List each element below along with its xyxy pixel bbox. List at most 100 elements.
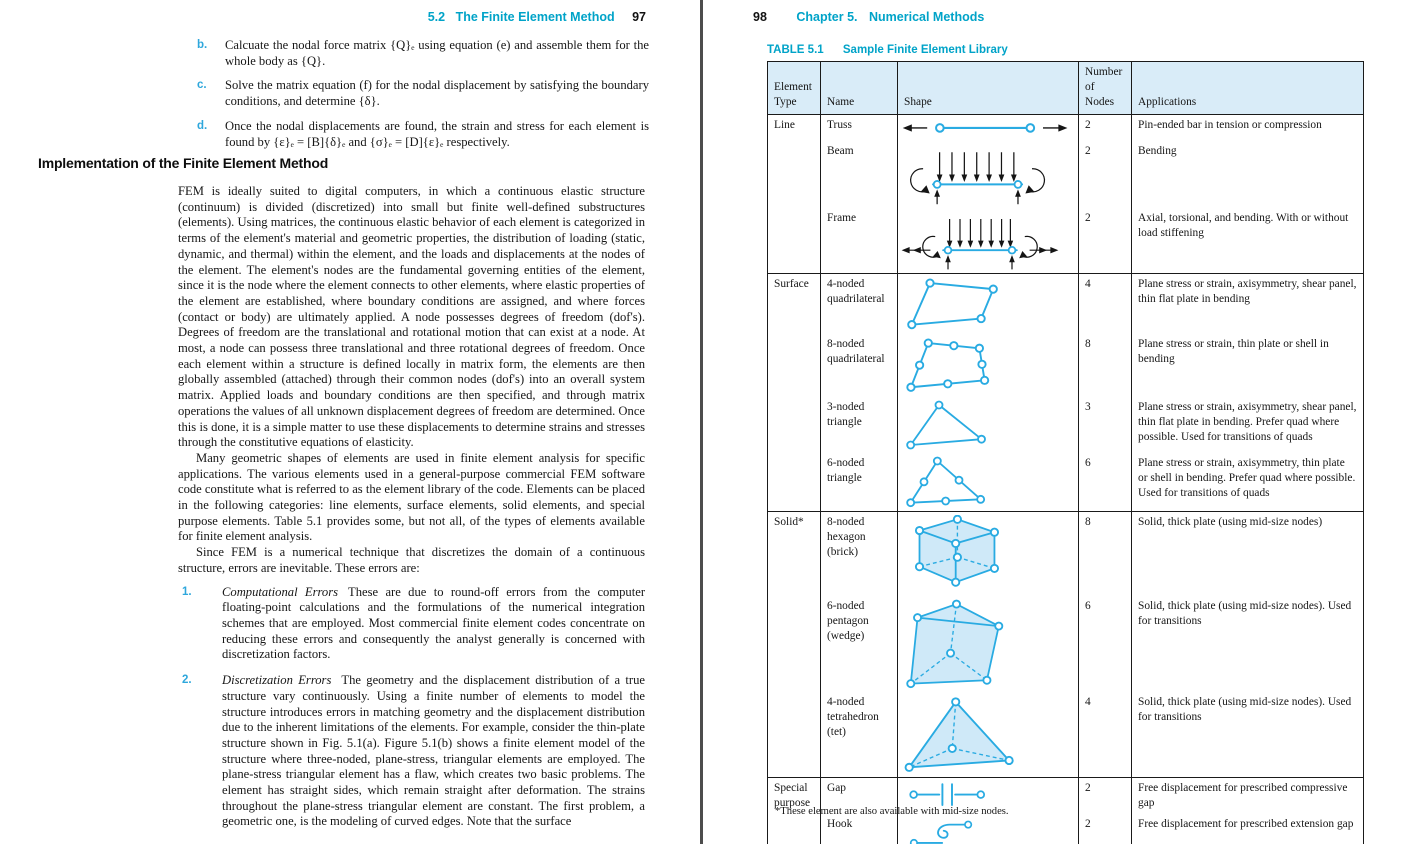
shape-cell [897, 510, 1079, 597]
table-header-row: Element Type Name Shape Number of Nodes … [767, 61, 1364, 116]
numbered-item-marker: 1. [182, 585, 192, 598]
numbered-item-text: The geometry and the displacement distri… [222, 673, 646, 829]
name-cell: 6-noded triangle [820, 453, 898, 512]
shape-cell [897, 397, 1079, 454]
applications-cell: Bending [1131, 141, 1364, 209]
applications-cell: Plane stress or strain, axisymmetry, she… [1131, 273, 1364, 334]
nodes-cell: 2 [1078, 814, 1132, 844]
col-header-applications: Applications [1131, 61, 1364, 116]
tri3-shape-icon [906, 400, 986, 450]
name-cell: Gap [820, 777, 898, 815]
applications-cell: Plane stress or strain, axisymmetry, thi… [1131, 453, 1364, 512]
page-number-left: 97 [632, 10, 646, 24]
table-row: 6-noded pentagon (wedge) [768, 596, 1364, 693]
page-gutter-divider [700, 0, 703, 844]
list-item-text: Calcuate the nodal force matrix {Q}ₑ usi… [225, 38, 649, 68]
list-item-text: Once the nodal displacements are found, … [225, 118, 649, 149]
element-type-cell: Solid* [767, 510, 821, 778]
applications-cell: Plane stress or strain, thin plate or sh… [1131, 334, 1364, 398]
list-item: c. Solve the matrix equation (f) for the… [197, 78, 649, 109]
brick-shape-icon [914, 514, 1000, 587]
table-caption: TABLE 5.1 Sample Finite Element Library [767, 44, 1008, 56]
name-cell: 8-noded quadrilateral [820, 334, 898, 398]
nodes-cell: 6 [1078, 453, 1132, 512]
beam-shape-icon [910, 152, 1046, 205]
frame-shape-icon [901, 219, 1059, 270]
running-head-right: 98 Chapter 5. Numerical Methods [753, 10, 984, 24]
nodes-cell: 2 [1078, 208, 1132, 274]
numbered-item-lead: Discretization Errors [222, 673, 332, 688]
list-item: d. Once the nodal displacements are foun… [197, 119, 649, 150]
name-cell: 8-noded hexagon (brick) [820, 510, 898, 597]
name-cell: 4-noded tetrahedron (tet) [820, 692, 898, 778]
quad4-shape-icon [907, 278, 998, 330]
table-row: Hook 2 Free displacement for prescribed … [768, 814, 1364, 844]
applications-cell: Solid, thick plate (using mid-size nodes… [1131, 596, 1364, 693]
col-header-shape: Shape [897, 61, 1079, 116]
paragraph: Since FEM is a numerical technique that … [178, 545, 645, 575]
table-row: Frame [768, 208, 1364, 274]
numbered-item-marker: 2. [182, 674, 192, 687]
chapter-label: Chapter 5. [796, 10, 858, 24]
nodes-cell: 4 [1078, 692, 1132, 778]
table-row: Surface 4-noded quadrilateral 4 Plane st… [767, 273, 1364, 512]
table-row: 8-noded quadrilateral 8 Plane stress or … [768, 334, 1364, 398]
tri6-shape-icon [906, 456, 986, 508]
section-heading: Implementation of the Finite Element Met… [38, 155, 329, 171]
numbered-item: 2. Discretization Errors The geometry and… [178, 673, 645, 830]
applications-cell: Free displacement for prescribed compres… [1131, 777, 1364, 815]
table-footnote: *These element are also available with m… [775, 806, 1009, 817]
element-type-cell: Line [767, 114, 821, 274]
nodes-cell: 2 [1078, 777, 1132, 815]
nodes-cell: 2 [1078, 141, 1132, 209]
list-item-marker: b. [197, 39, 208, 51]
name-cell: Beam [820, 141, 898, 209]
applications-cell: Solid, thick plate (using mid-size nodes… [1131, 692, 1364, 778]
name-cell: 3-noded triangle [820, 397, 898, 454]
lettered-list: b. Calcuate the nodal force matrix {Q}ₑ … [197, 38, 649, 159]
table-title: Sample Finite Element Library [842, 44, 1008, 56]
col-header-name: Name [820, 61, 898, 116]
truss-shape-icon [902, 123, 1068, 133]
applications-cell: Pin-ended bar in tension or compression [1131, 114, 1364, 142]
shape-cell [897, 814, 1079, 844]
nodes-cell: 8 [1078, 510, 1132, 597]
col-header-number-of-nodes: Number of Nodes [1078, 61, 1132, 116]
finite-element-table: Element Type Name Shape Number of Nodes … [767, 61, 1364, 844]
list-item-marker: d. [197, 119, 208, 132]
shape-cell [897, 114, 1079, 142]
shape-cell [897, 208, 1079, 274]
shape-cell [897, 777, 1079, 815]
applications-cell: Axial, torsional, and bending. With or w… [1131, 208, 1364, 274]
name-cell: Hook [820, 814, 898, 844]
shape-cell [897, 453, 1079, 512]
section-label: 5.2 [427, 10, 446, 24]
list-item-marker: c. [197, 79, 207, 92]
name-cell: 6-noded pentagon (wedge) [820, 596, 898, 693]
gap-shape-icon [909, 783, 986, 807]
paragraph: Many geometric shapes of elements are us… [178, 450, 645, 544]
table-row: 4-noded tetrahedron (tet) 4 [768, 692, 1364, 778]
quad8-shape-icon [906, 338, 990, 392]
list-item: b. Calcuate the nodal force matrix {Q}ₑ … [197, 38, 649, 69]
nodes-cell: 3 [1078, 397, 1132, 454]
body-text: FEM is ideally suited to digital compute… [178, 184, 645, 840]
table-label: TABLE 5.1 [767, 44, 824, 56]
nodes-cell: 6 [1078, 596, 1132, 693]
page-number-right: 98 [753, 10, 767, 24]
wedge-shape-icon [906, 599, 1004, 689]
nodes-cell: 2 [1078, 114, 1132, 142]
nodes-cell: 8 [1078, 334, 1132, 398]
applications-cell: Solid, thick plate (using mid-size nodes… [1131, 510, 1364, 597]
table-row: Solid* 8-noded hexagon (brick) [767, 510, 1364, 778]
applications-cell: Free displacement for prescribed extensi… [1131, 814, 1364, 844]
applications-cell: Plane stress or strain, axisymmetry, she… [1131, 397, 1364, 454]
shape-cell [897, 692, 1079, 778]
chapter-title: Numerical Methods [869, 10, 985, 24]
name-cell: Frame [820, 208, 898, 274]
name-cell: 4-noded quadrilateral [820, 273, 898, 334]
numbered-item-lead: Computational Errors [222, 584, 339, 599]
numbered-item: 1. Computational Errors These are due to … [178, 585, 645, 664]
section-title: The Finite Element Method [455, 10, 615, 24]
